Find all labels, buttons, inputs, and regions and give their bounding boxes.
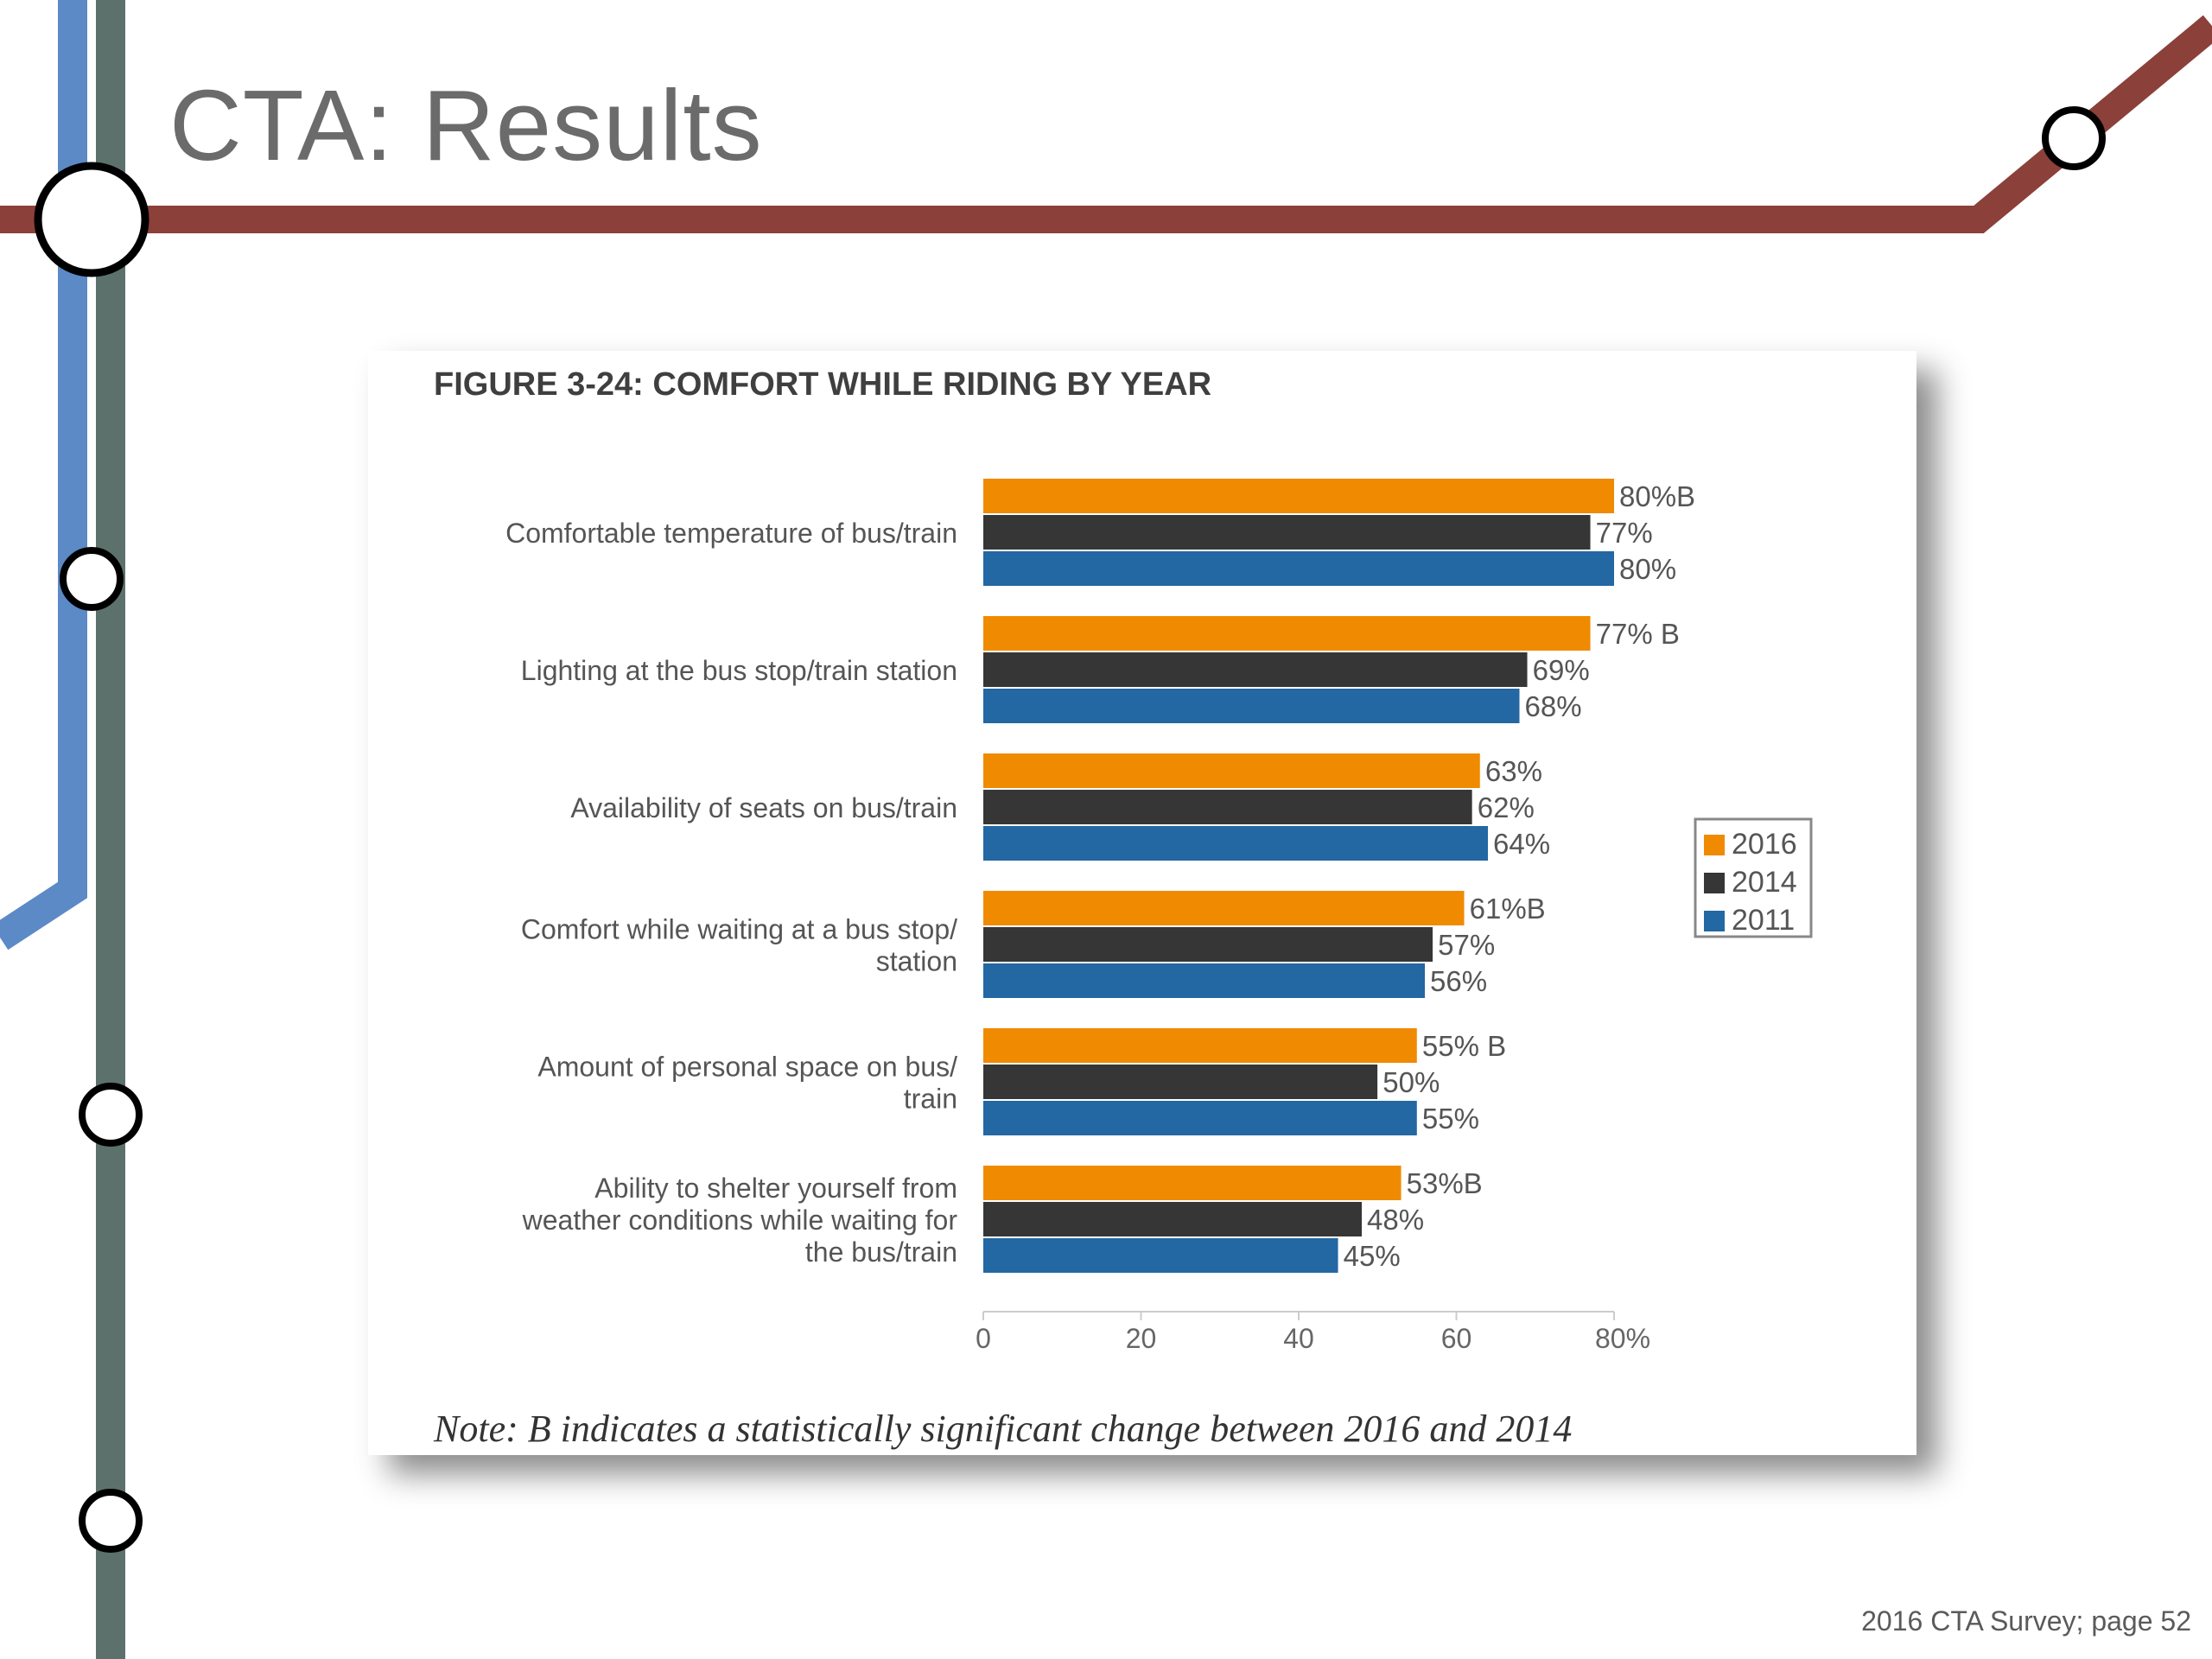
bar-2014	[983, 1202, 1362, 1236]
bar-edge	[1362, 1202, 1363, 1236]
data-label: 77% B	[1596, 618, 1680, 650]
bar-2016	[983, 479, 1614, 513]
x-tick-label: 0	[976, 1323, 991, 1354]
legend-label: 2014	[1732, 866, 1797, 899]
data-label: 45%	[1344, 1240, 1401, 1272]
data-label: 48%	[1367, 1204, 1424, 1236]
bar-edge	[1590, 616, 1592, 651]
station-circle	[60, 547, 124, 611]
figure-card: FIGURE 3-24: COMFORT WHILE RIDING BY YEA…	[368, 351, 1916, 1455]
legend-label: 2011	[1732, 904, 1795, 937]
figure-title: FIGURE 3-24: COMFORT WHILE RIDING BY YEA…	[434, 366, 1212, 403]
data-label: 55% B	[1422, 1030, 1506, 1062]
bar-edge	[1401, 1166, 1403, 1200]
bar-2011	[983, 826, 1488, 861]
slide-title: CTA: Results	[169, 69, 763, 181]
bar-chart: Comfortable temperature of bus/train 80%B…	[505, 479, 1813, 1354]
station-circle-large	[34, 162, 149, 277]
data-label: 57%	[1438, 929, 1495, 961]
bar-2011	[983, 1238, 1338, 1273]
data-label: 56%	[1430, 965, 1487, 997]
figure-note: Note: B indicates a statistically signif…	[434, 1408, 1573, 1450]
data-label: 63%	[1485, 755, 1542, 787]
bar-2011	[983, 963, 1425, 998]
bar-2014	[983, 790, 1472, 824]
bar-2011	[983, 689, 1520, 723]
bar-edge	[1471, 790, 1474, 824]
data-label: 64%	[1493, 828, 1550, 860]
data-label: 69%	[1533, 654, 1590, 686]
bar-2016	[983, 891, 1465, 925]
bar-2016	[983, 616, 1591, 651]
data-label: 80%B	[1619, 480, 1695, 512]
bar-edge	[1433, 927, 1435, 962]
bar-2014	[983, 1065, 1378, 1099]
station-circle	[79, 1083, 143, 1147]
blue-line	[0, 0, 87, 950]
bar-edge	[1488, 826, 1490, 861]
legend-swatch-2011	[1704, 911, 1725, 931]
bar-2011	[983, 551, 1614, 586]
data-label: 77%	[1596, 517, 1653, 549]
category-label: Amount of personal space on bus/train	[537, 1052, 957, 1115]
data-label: 62%	[1478, 791, 1535, 823]
bar-2014	[983, 927, 1433, 962]
bar-edge	[1416, 1028, 1419, 1063]
station-circle	[79, 1489, 143, 1553]
data-label: 61%B	[1470, 893, 1546, 925]
data-label: 68%	[1525, 690, 1582, 722]
station-circle	[2042, 106, 2106, 170]
category-label: Lighting at the bus stop/train station	[521, 655, 957, 686]
data-label: 80%	[1619, 553, 1676, 585]
bar-edge	[1614, 479, 1616, 513]
bar-2014	[983, 515, 1591, 550]
x-tick-label: 60	[1441, 1323, 1472, 1354]
bar-2011	[983, 1101, 1417, 1135]
red-line	[0, 15, 2212, 233]
category-label: Comfort while waiting at a bus stop/stat…	[521, 914, 957, 977]
x-tick-label: 40	[1283, 1323, 1314, 1354]
category-label: Ability to shelter yourself from weather …	[522, 1173, 958, 1268]
bar-edge	[1377, 1065, 1380, 1099]
bar-2016	[983, 1028, 1417, 1063]
legend-label: 2016	[1732, 828, 1797, 861]
category-label: Availability of seats on bus/train	[570, 792, 957, 823]
bar-2016	[983, 1166, 1402, 1200]
bar-edge	[1590, 515, 1592, 550]
bar-edge	[1527, 652, 1529, 687]
bar-edge	[1519, 689, 1522, 723]
legend-swatch-2014	[1704, 873, 1725, 893]
data-label: 55%	[1422, 1103, 1479, 1135]
x-tick-label: 80%	[1595, 1323, 1650, 1354]
bar-edge	[1338, 1238, 1340, 1273]
data-label: 50%	[1382, 1066, 1440, 1098]
bar-2014	[983, 652, 1528, 687]
bar-2016	[983, 753, 1480, 788]
bar-edge	[1614, 551, 1616, 586]
bar-edge	[1479, 753, 1482, 788]
data-label: 53%B	[1407, 1167, 1483, 1199]
x-tick-label: 20	[1126, 1323, 1157, 1354]
bar-edge	[1416, 1101, 1419, 1135]
legend-swatch-2016	[1704, 835, 1725, 855]
bar-edge	[1425, 963, 1427, 998]
page-footer: 2016 CTA Survey; page 52	[1861, 1605, 2191, 1637]
bar-edge	[1464, 891, 1466, 925]
category-label: Comfortable temperature of bus/train	[505, 518, 957, 549]
